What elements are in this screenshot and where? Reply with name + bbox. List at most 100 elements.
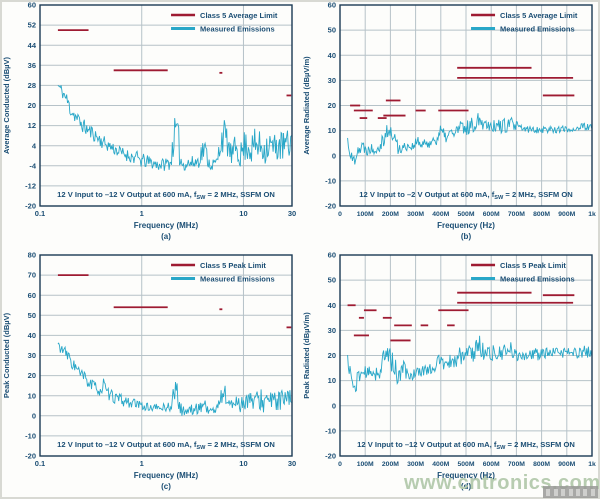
x-tick-label: 1k [588, 461, 596, 468]
y-tick-label: -10 [25, 432, 36, 441]
y-axis-title: Peak Conducted (dBµV) [2, 312, 11, 398]
x-tick-label: 1k [588, 211, 596, 218]
annotation-text: 12 V Input to –12 V Output at 600 mA, fS… [357, 440, 575, 451]
y-tick-label: 52 [28, 21, 36, 30]
y-tick-label: 60 [28, 1, 36, 10]
x-tick-label: 10 [239, 209, 247, 218]
y-tick-label: -20 [325, 452, 336, 461]
x-tick-label: 30 [288, 459, 296, 468]
x-tick-label: 500M [457, 461, 474, 468]
annotation-text: 12 V Input to –12 V Output at 600 mA, fS… [57, 440, 275, 451]
chart-sublabel: (d) [461, 482, 472, 491]
x-tick-label: 0.1 [35, 209, 45, 218]
y-tick-label: -20 [25, 452, 36, 461]
measured-trace [57, 342, 292, 416]
x-tick-label: 700M [508, 211, 525, 218]
legend-item-label: Class 5 Average Limit [200, 11, 278, 20]
y-tick-label: 20 [28, 371, 36, 380]
plot-frame [339, 254, 593, 457]
y-tick-label: 50 [328, 26, 336, 35]
x-axis-title: Frequency (Hz) [437, 471, 495, 480]
x-tick-label: 0.1 [35, 459, 45, 468]
badge-pixel [575, 488, 580, 496]
x-tick-label: 100M [357, 461, 374, 468]
measured-trace [347, 335, 593, 393]
x-tick-label: 30 [288, 209, 296, 218]
y-tick-label: 70 [28, 271, 36, 280]
x-tick-label: 800M [533, 461, 550, 468]
x-tick-label: 400M [432, 461, 449, 468]
x-tick-label: 1 [140, 459, 144, 468]
chart-panel-c: 80 70 60 50 40 30 20 10 0 -10 -200.1 1 10 30 Peak Cond… [2, 251, 296, 491]
y-tick-label: 20 [28, 101, 36, 110]
x-tick-label: 800M [533, 211, 550, 218]
chart-sublabel: (a) [161, 232, 171, 241]
x-tick-label: 200M [382, 461, 399, 468]
y-tick-label: 60 [328, 251, 336, 260]
badge-pixel [553, 488, 558, 496]
y-tick-label: 0 [332, 401, 336, 410]
y-tick-label: 30 [28, 351, 36, 360]
x-axis-title: Frequency (Hz) [437, 221, 495, 230]
y-tick-label: 40 [328, 51, 336, 60]
y-tick-label: 10 [328, 126, 336, 135]
badge-pixel [561, 488, 566, 496]
x-tick-label: 600M [483, 461, 500, 468]
y-tick-label: 44 [28, 41, 37, 50]
x-tick-label: 600M [483, 211, 500, 218]
plot-frame [39, 4, 293, 207]
watermark-badge [543, 486, 598, 498]
y-tick-label: -10 [325, 176, 336, 185]
x-tick-label: 100M [357, 211, 374, 218]
x-tick-label: 900M [558, 461, 575, 468]
measured-trace [347, 113, 593, 165]
y-axis-title: Average Radiated (dBµV/m) [302, 56, 311, 155]
legend-item-label: Class 5 Average Limit [500, 11, 578, 20]
y-tick-label: 4 [32, 141, 37, 150]
x-tick-label: 400M [432, 211, 449, 218]
chart-sublabel: (c) [161, 482, 171, 491]
y-tick-label: 50 [328, 276, 336, 285]
y-tick-label: 80 [28, 251, 36, 260]
y-axis-title: Average Conducted (dBµV) [2, 57, 11, 154]
y-tick-label: 10 [328, 376, 336, 385]
y-tick-label: 20 [328, 101, 336, 110]
x-tick-label: 900M [558, 211, 575, 218]
x-tick-label: 200M [382, 211, 399, 218]
x-tick-label: 0 [338, 211, 342, 218]
y-tick-label: 0 [332, 151, 336, 160]
chart-panel-a: 60 52 44 36 28 20 12 4 -4 -12 -200.1 1 10 30 Average C… [2, 1, 296, 241]
legend-item-label: Measured Emissions [500, 274, 575, 283]
y-tick-label: 12 [28, 121, 36, 130]
y-tick-label: -10 [325, 426, 336, 435]
y-tick-label: -20 [325, 202, 336, 211]
y-tick-label: 10 [28, 391, 36, 400]
badge-pixel [546, 488, 551, 496]
annotation-text: 12 V Input to –2 V Output at 600 mA, fSW… [359, 190, 572, 201]
y-tick-label: 60 [328, 1, 336, 10]
x-tick-label: 700M [508, 461, 525, 468]
legend-item-label: Measured Emissions [500, 24, 575, 33]
legend-item-label: Class 5 Peak Limit [500, 261, 566, 270]
y-tick-label: -20 [25, 202, 36, 211]
y-tick-label: 28 [28, 81, 36, 90]
badge-pixel [590, 488, 595, 496]
y-tick-label: 40 [28, 331, 36, 340]
annotation-text: 12 V Input to –12 V Output at 600 mA, fS… [57, 190, 275, 201]
x-tick-label: 1 [140, 209, 144, 218]
y-tick-label: -12 [25, 182, 36, 191]
plot-frame [339, 4, 593, 207]
badge-pixel [583, 488, 588, 496]
plot-frame [39, 254, 293, 457]
y-tick-label: 50 [28, 311, 36, 320]
y-tick-label: 36 [28, 61, 36, 70]
measured-trace [57, 84, 292, 171]
x-axis-title: Frequency (MHz) [134, 221, 199, 230]
y-tick-label: 30 [328, 76, 336, 85]
y-tick-label: -4 [29, 161, 36, 170]
x-tick-label: 300M [407, 461, 424, 468]
x-tick-label: 0 [338, 461, 342, 468]
